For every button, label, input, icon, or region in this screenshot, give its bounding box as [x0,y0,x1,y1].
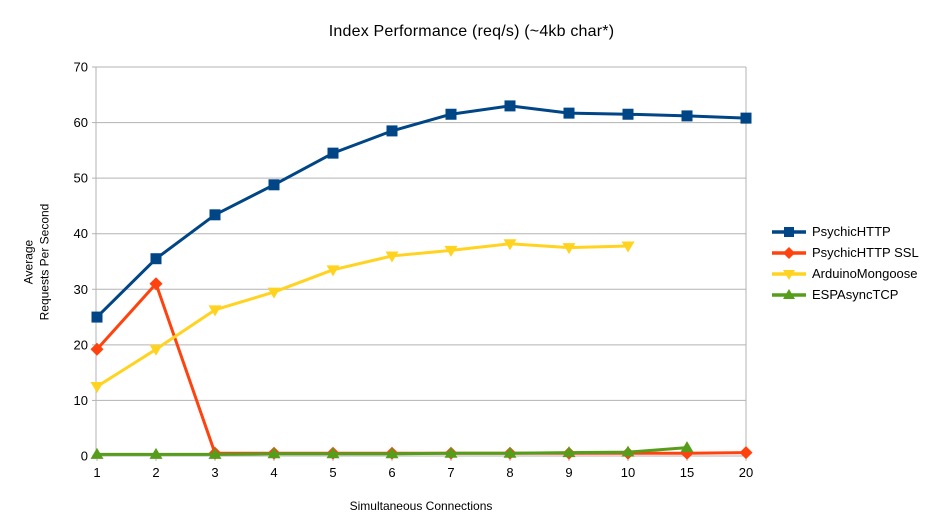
y-tick-label: 60 [74,115,88,130]
legend-label: ESPAsyncTCP [812,287,899,302]
legend-item-arduinomongoose: ArduinoMongoose [772,266,919,281]
marker-triangle-up [385,447,399,459]
marker-triangle-down [783,269,795,280]
marker-triangle-down [208,305,222,317]
y-tick-label: 10 [74,393,88,408]
legend-item-psychichttp-ssl: PsychicHTTP SSL [772,245,919,260]
x-axis-title: Simultaneous Connections [349,499,493,513]
series-arduinomongoose [90,239,635,394]
legend-label: ArduinoMongoose [812,266,918,281]
marker-square [445,108,457,120]
marker-square [386,125,398,137]
marker-triangle-down [267,287,281,299]
marker-triangle-up [621,445,635,457]
x-tick-label: 10 [621,465,635,480]
marker-triangle-up [90,447,104,459]
marker-triangle-down [326,265,340,277]
marker-triangle-down [444,245,458,257]
marker-square [622,108,634,120]
marker-triangle-down [385,251,399,263]
x-tick-label: 20 [739,465,753,480]
marker-triangle-up [503,446,517,458]
marker-triangle-down [562,243,576,255]
x-tick-label: 3 [211,465,218,480]
marker-triangle-up [562,446,576,458]
marker-square [268,179,280,191]
y-tick-label: 70 [74,60,88,75]
marker-triangle-down [503,239,517,251]
marker-square [504,100,516,112]
marker-square [91,311,103,323]
x-tick-label: 1 [93,465,100,480]
marker-triangle-up [783,288,795,299]
marker-triangle-up [444,446,458,458]
x-tick-label: 9 [565,465,572,480]
marker-square [327,147,339,159]
y-tick-label: 0 [81,449,88,464]
x-tick-label: 5 [329,465,336,480]
marker-diamond [90,342,104,356]
marker-triangle-up [680,441,694,453]
marker-triangle-up [326,447,340,459]
marker-triangle-up [267,447,281,459]
marker-triangle-down [90,382,104,394]
x-tick-label: 2 [152,465,159,480]
marker-square [740,112,752,124]
legend-item-espasynctcp: ESPAsyncTCP [772,287,919,302]
triangle-up-legend-icon [772,288,806,299]
marker-triangle-up [208,447,222,459]
diamond-legend-icon [772,246,806,259]
series-psychichttp-ssl [90,277,753,460]
series-line [95,282,747,455]
marker-square [563,107,575,119]
marker-diamond [783,246,795,259]
legend-label: PsychicHTTP [812,224,891,239]
series-psychichttp [91,100,752,323]
series-espasynctcp [90,441,694,459]
marker-square [784,226,794,237]
marker-square [209,209,221,221]
marker-triangle-down [149,344,163,356]
marker-triangle-down [621,241,635,253]
x-tick-label: 4 [270,465,277,480]
marker-square [150,253,162,265]
marker-diamond [739,446,753,460]
marker-diamond [149,277,163,291]
x-tick-label: 15 [680,465,694,480]
marker-triangle-up [149,447,163,459]
chart-title: Index Performance (req/s) (~4kb char*) [328,23,615,40]
y-tick-label: 40 [74,226,88,241]
triangle-down-legend-icon [772,269,806,280]
x-tick-label: 8 [506,465,513,480]
series-line [96,242,629,388]
y-tick-label: 20 [74,337,88,352]
series-line [95,104,747,319]
y-tick-label: 50 [74,171,88,186]
legend: PsychicHTTP PsychicHTTP SSL ArduinoMongoos… [772,224,919,308]
x-tick-label: 6 [388,465,395,480]
legend-item-psychichttp: PsychicHTTP [772,224,919,239]
x-tick-label: 7 [447,465,454,480]
y-tick-label: 30 [74,282,88,297]
marker-square [681,110,693,122]
legend-label: PsychicHTTP SSL [812,245,919,260]
square-legend-icon [772,226,806,237]
